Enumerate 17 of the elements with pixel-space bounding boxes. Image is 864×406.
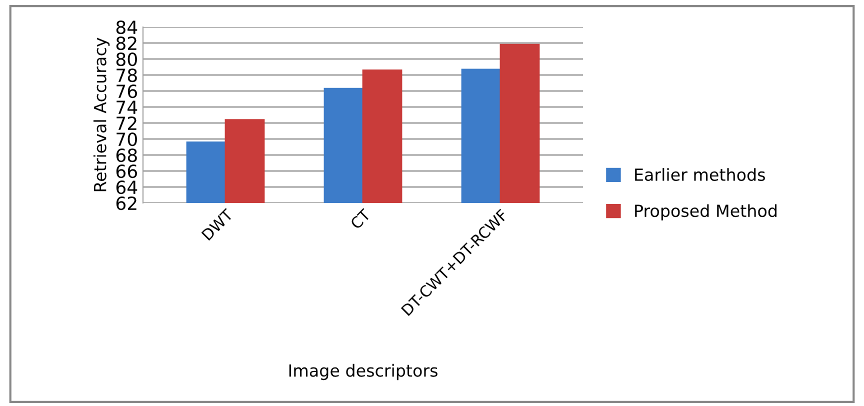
- y-tick-label: 82: [116, 36, 136, 50]
- legend-label: Proposed Method: [635, 204, 776, 220]
- y-tick-label: 68: [116, 148, 137, 162]
- y-tick-label: 72: [116, 116, 136, 130]
- y-tick-label: 76: [116, 84, 137, 98]
- x-axis-title: Image descriptors: [289, 364, 438, 380]
- y-tick-label: 70: [116, 132, 137, 146]
- x-tick-label: CT: [350, 208, 372, 230]
- y-tick-label: 64: [116, 180, 138, 194]
- legend-label: Earlier methods: [635, 168, 765, 181]
- y-tick-label: 62: [116, 196, 136, 210]
- y-tick-label: 80: [116, 52, 137, 66]
- y-axis-title: Retrieval Accuracy: [93, 38, 110, 192]
- y-tick-label: 84: [116, 20, 138, 34]
- y-tick-label: 78: [116, 68, 137, 82]
- y-tick-label: 66: [116, 164, 137, 178]
- y-tick-label: 74: [116, 100, 138, 114]
